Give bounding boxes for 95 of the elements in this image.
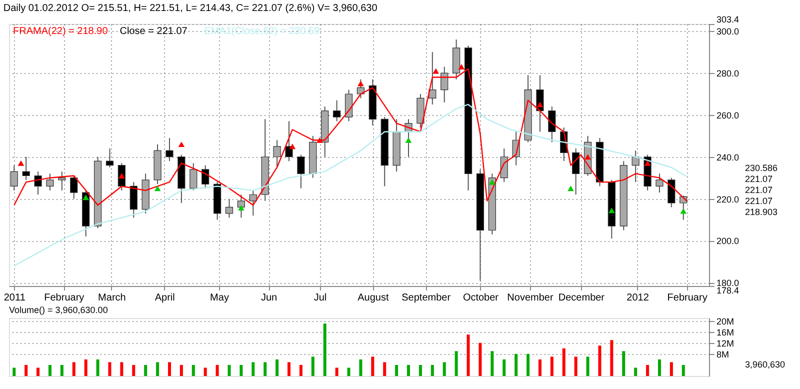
bar <box>311 356 314 376</box>
annotation: Close = 221.07 <box>120 26 188 37</box>
text: 221.07 <box>745 174 773 184</box>
bar <box>252 362 255 376</box>
bar <box>478 342 482 376</box>
bar <box>359 359 362 376</box>
bar <box>562 348 566 376</box>
bar <box>670 362 673 376</box>
x-tick-label: 2012 <box>626 292 650 304</box>
x-tick-label: October <box>462 292 500 304</box>
bar <box>430 364 434 376</box>
y-tick-label: 8M <box>716 349 730 360</box>
bar <box>180 364 183 376</box>
y-tick-label: 178.4 <box>716 286 740 296</box>
bar <box>610 340 614 376</box>
bar <box>442 362 446 376</box>
bar <box>120 362 124 376</box>
bar <box>36 368 40 376</box>
x-tick-label: August <box>358 292 389 304</box>
bar <box>622 351 626 376</box>
text: 3,960,630 <box>745 359 786 370</box>
y-tick-label: 200.0 <box>716 236 740 246</box>
bar <box>168 362 171 376</box>
y-tick-label: 303.4 <box>716 14 740 24</box>
bar <box>132 364 136 376</box>
chart-title: Volume() = 3,960,630.00 <box>9 304 108 315</box>
bar <box>646 364 650 376</box>
bar <box>96 359 100 376</box>
bar <box>383 362 386 376</box>
x-tick-label: December <box>558 292 606 304</box>
bar <box>598 346 602 376</box>
x-tick-label: February <box>667 292 708 304</box>
bar <box>502 359 506 376</box>
bar <box>490 351 494 376</box>
bar <box>550 356 554 376</box>
bar <box>586 356 590 376</box>
x-tick-label: March <box>98 292 126 304</box>
x-tick-label: May <box>210 292 229 304</box>
chart-title: Daily 01.02.2012 O= 215.51, H= 221.51, L= 214.43, C= 221.07 (2.6%) V= 3,960,630 <box>3 3 378 14</box>
text: EMA1(Close,62) = 230.59 <box>204 26 320 37</box>
bar <box>395 364 398 376</box>
bar <box>514 354 518 376</box>
bar <box>228 364 231 376</box>
bar <box>288 362 290 376</box>
bar <box>156 362 160 376</box>
y-tick-label: 300.0 <box>716 26 740 37</box>
y-tick-label: 260.0 <box>716 110 740 120</box>
x-tick-label: Jul <box>314 292 327 304</box>
bar <box>48 364 52 376</box>
bar <box>60 364 64 376</box>
bar <box>264 362 267 376</box>
bar <box>466 334 470 376</box>
bar <box>108 362 112 376</box>
bar <box>240 364 243 376</box>
y-tick-label: 16M <box>716 327 734 338</box>
bar <box>538 359 542 376</box>
bar <box>454 351 458 376</box>
bar <box>276 359 279 376</box>
text: FRAMA(22) = 218.90 <box>13 26 108 37</box>
bar <box>347 368 350 376</box>
bar <box>658 359 661 376</box>
y-tick-label: 280.0 <box>716 68 740 79</box>
x-tick-label: 2011 <box>4 292 26 304</box>
bar <box>192 364 195 376</box>
x-tick-label: April <box>154 292 175 304</box>
bar <box>204 368 207 376</box>
text: 221.07 <box>745 185 773 196</box>
text: 221.07 <box>745 196 773 206</box>
bar <box>216 364 219 376</box>
bar <box>12 368 16 376</box>
y-tick-label: 220.0 <box>716 194 740 204</box>
bar <box>526 354 530 376</box>
bar <box>84 359 88 376</box>
y-tick-label: 20M <box>716 316 734 326</box>
bar <box>682 364 685 376</box>
bar <box>574 356 578 376</box>
bar <box>335 368 338 376</box>
y-tick-label: 240.0 <box>716 152 740 162</box>
bar <box>144 364 148 376</box>
x-tick-label: Jun <box>260 292 278 304</box>
bar <box>24 364 28 376</box>
y-tick-label: 180.0 <box>716 278 740 288</box>
bar <box>299 364 302 376</box>
x-tick-label: November <box>507 292 554 304</box>
bar <box>418 364 422 376</box>
bar <box>323 324 326 376</box>
text: 230.586 <box>745 163 778 174</box>
y-tick-label: 12M <box>716 338 734 348</box>
bar <box>72 362 76 376</box>
bar <box>407 364 410 376</box>
bar <box>634 368 638 376</box>
x-tick-label: September <box>402 292 452 304</box>
bar <box>371 356 374 376</box>
x-tick-label: February <box>44 292 84 304</box>
text: 218.903 <box>745 207 778 218</box>
